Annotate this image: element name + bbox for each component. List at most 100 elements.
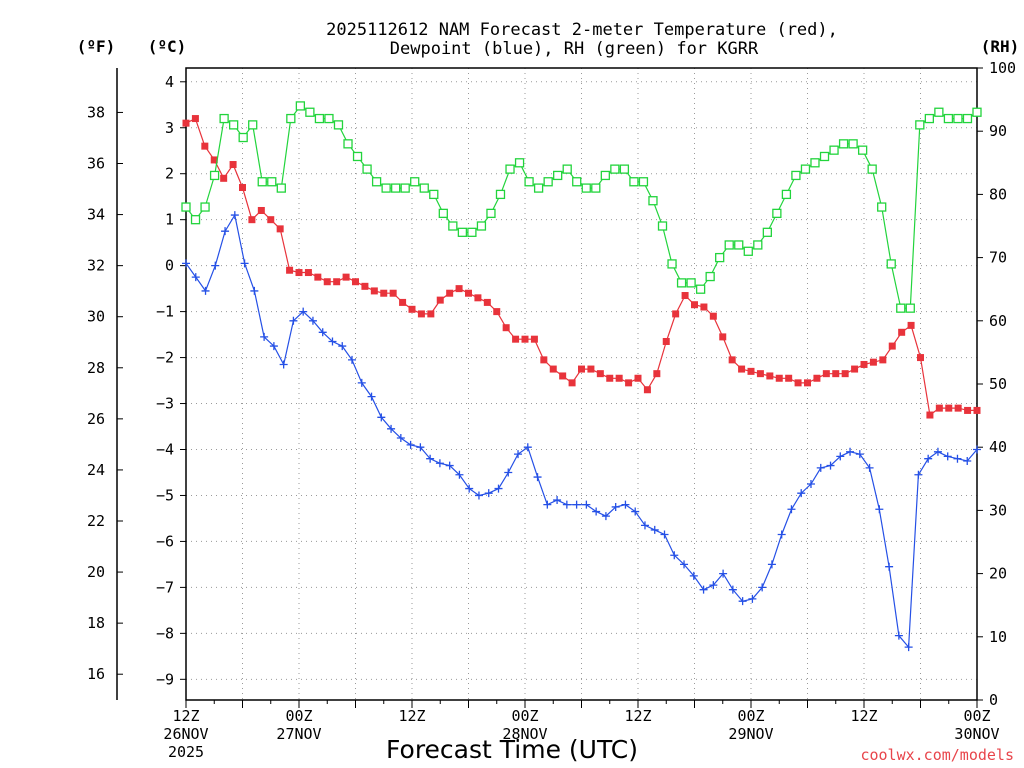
rh-point (810, 158, 820, 168)
rh-point (286, 113, 296, 124)
temperature-point (220, 174, 228, 182)
temperature-point (361, 282, 369, 290)
dewpoint-point (250, 286, 259, 295)
rh-point (476, 221, 487, 231)
dewpoint-point (396, 434, 405, 443)
celsius-tick-label: −1 (156, 303, 174, 321)
temperature-point (455, 285, 463, 293)
source-credit: coolwx.com/models (860, 746, 1014, 764)
dewpoint-point (689, 571, 698, 580)
temperature-point (333, 278, 341, 286)
rh-point (657, 221, 668, 231)
rh-point (429, 189, 439, 200)
rh-point (905, 303, 915, 313)
temperature-point (304, 269, 312, 277)
dewpoint-point (260, 332, 269, 341)
dewpoint-point (670, 551, 679, 560)
dewpoint-point (933, 447, 942, 456)
rh-point (943, 113, 954, 124)
dewpoint-point (474, 491, 483, 500)
celsius-tick-label: 1 (165, 211, 174, 229)
temperature-point (662, 337, 670, 345)
temperature-point (399, 298, 407, 306)
temperature-point (822, 370, 830, 378)
dewpoint-point (289, 316, 298, 325)
rh-point (267, 177, 277, 187)
temperature-point (596, 370, 604, 378)
rh-point (619, 164, 630, 174)
temperature-point (738, 365, 746, 373)
temperature-point (804, 379, 811, 387)
fahrenheit-axis-label: (ºF) (77, 37, 116, 56)
temperature-point (352, 278, 359, 286)
temperature-point (578, 365, 585, 373)
dewpoint-point (269, 342, 278, 351)
rh-point (314, 113, 325, 124)
temperature-point (370, 287, 378, 295)
rh-point (276, 183, 286, 193)
rh-point (753, 240, 763, 250)
rh-point (495, 189, 506, 200)
rh-point (800, 164, 811, 174)
temperature-point (794, 379, 802, 387)
rh-point (209, 170, 220, 181)
dewpoint-point (904, 643, 913, 652)
dewpoint-point (279, 360, 288, 369)
x-tick-label: 12Z (172, 707, 199, 725)
celsius-tick-label: −4 (156, 440, 174, 458)
x-tick-label: 00Z (737, 707, 764, 725)
temperature-point (257, 206, 265, 214)
temperature-point (634, 374, 642, 382)
dewpoint-point (816, 463, 825, 472)
rh-point (419, 183, 429, 193)
dewpoint-point (631, 507, 640, 516)
rh-point (200, 202, 210, 212)
dewpoint-point (435, 459, 444, 468)
celsius-tick-label: −9 (156, 670, 174, 688)
dewpoint-point (406, 440, 415, 449)
rh-tick-label: 100 (989, 59, 1016, 77)
dewpoint-point (660, 530, 669, 539)
fahrenheit-tick-label: 18 (87, 614, 105, 632)
temperature-point (728, 356, 736, 364)
temperature-point (964, 406, 972, 414)
dewpoint-point (855, 450, 864, 459)
rh-point (352, 151, 363, 162)
dewpoint-point (865, 463, 874, 472)
dewpoint-point (348, 355, 357, 364)
dewpoint-point (973, 445, 981, 454)
temperature-point (521, 335, 529, 343)
dewpoint-point (826, 461, 835, 470)
x-axis-label: Forecast Time (UTC) (386, 735, 638, 764)
rh-point (533, 183, 544, 193)
dewpoint-point (328, 337, 337, 346)
rh-point (610, 164, 620, 174)
rh-point (838, 139, 849, 149)
dewpoint-point (514, 450, 523, 459)
dewpoint-point (387, 424, 396, 433)
rh-point (629, 177, 639, 187)
temperature-point (756, 370, 764, 378)
fahrenheit-tick-label: 24 (87, 461, 105, 479)
celsius-tick-label: 3 (165, 119, 174, 137)
dewpoint-point (582, 500, 591, 509)
temperature-point (483, 298, 491, 306)
fahrenheit-tick-label: 26 (87, 410, 105, 428)
series-2-meter-temperature (182, 115, 981, 419)
rh-axis-label: (RH) (981, 37, 1020, 56)
rh-point (581, 183, 591, 193)
celsius-tick-label: −2 (156, 349, 174, 367)
dewpoint-point (797, 489, 806, 498)
rh-point (333, 120, 344, 130)
rh-point (295, 101, 306, 111)
x-tick-label: 12Z (398, 707, 425, 725)
temperature-point (719, 333, 727, 341)
fahrenheit-tick-label: 28 (87, 359, 105, 377)
rh-point (600, 170, 610, 181)
rh-point (190, 215, 201, 225)
dewpoint-point (875, 505, 884, 514)
temperature-point (314, 273, 322, 281)
x-tick-label: 12Z (850, 707, 877, 725)
dewpoint-point (601, 512, 610, 521)
